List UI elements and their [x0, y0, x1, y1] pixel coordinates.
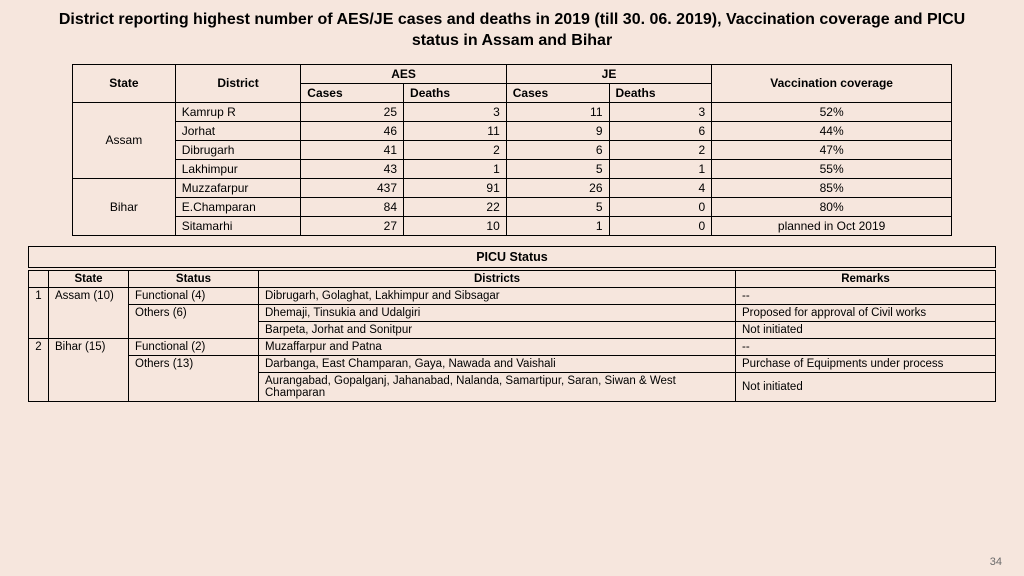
vacc-cell: 55% [712, 159, 952, 178]
page-title: District reporting highest number of AES… [28, 10, 996, 52]
table-row: Bihar Muzzafarpur 437 91 26 4 85% [73, 178, 952, 197]
remarks-cell: -- [736, 287, 996, 304]
je-cases: 9 [506, 121, 609, 140]
vacc-cell: 47% [712, 140, 952, 159]
state-cell: Assam [73, 102, 176, 178]
col-index [29, 270, 49, 287]
table-row: Others (13) Darbanga, East Champaran, Ga… [29, 355, 996, 372]
je-deaths: 0 [609, 197, 712, 216]
table-row: E.Champaran 84 22 5 0 80% [73, 197, 952, 216]
idx-cell: 1 [29, 287, 49, 338]
col-state: State [73, 64, 176, 102]
aes-deaths: 22 [404, 197, 507, 216]
district-cell: Jorhat [175, 121, 301, 140]
remarks-cell: Proposed for approval of Civil works [736, 304, 996, 321]
vacc-cell: 80% [712, 197, 952, 216]
table-row: 1 Assam (10) Functional (4) Dibrugarh, G… [29, 287, 996, 304]
col-je-deaths: Deaths [609, 83, 712, 102]
status-cell: Functional (4) [129, 287, 259, 304]
table-row: Assam Kamrup R 25 3 11 3 52% [73, 102, 952, 121]
status-cell: Functional (2) [129, 338, 259, 355]
col-aes-cases: Cases [301, 83, 404, 102]
idx-cell: 2 [29, 338, 49, 401]
table-row: Lakhimpur 43 1 5 1 55% [73, 159, 952, 178]
districts-cell: Dibrugarh, Golaghat, Lakhimpur and Sibsa… [259, 287, 736, 304]
aes-deaths: 91 [404, 178, 507, 197]
state-cell: Bihar (15) [49, 338, 129, 401]
table-row: 2 Bihar (15) Functional (2) Muzaffarpur … [29, 338, 996, 355]
col-vaccination: Vaccination coverage [712, 64, 952, 102]
aes-cases: 25 [301, 102, 404, 121]
remarks-cell: Not initiated [736, 372, 996, 401]
col-aes-deaths: Deaths [404, 83, 507, 102]
table-row: Others (6) Dhemaji, Tinsukia and Udalgir… [29, 304, 996, 321]
col-je-cases: Cases [506, 83, 609, 102]
aes-deaths: 2 [404, 140, 507, 159]
je-deaths: 0 [609, 216, 712, 235]
districts-cell: Barpeta, Jorhat and Sonitpur [259, 321, 736, 338]
aes-cases: 43 [301, 159, 404, 178]
colgroup-je: JE [506, 64, 711, 83]
vacc-cell: 85% [712, 178, 952, 197]
je-deaths: 3 [609, 102, 712, 121]
districts-cell: Darbanga, East Champaran, Gaya, Nawada a… [259, 355, 736, 372]
colgroup-aes: AES [301, 64, 506, 83]
aes-cases: 437 [301, 178, 404, 197]
vacc-cell: 52% [712, 102, 952, 121]
je-deaths: 4 [609, 178, 712, 197]
aes-cases: 41 [301, 140, 404, 159]
table-row: Sitamarhi 27 10 1 0 planned in Oct 2019 [73, 216, 952, 235]
col-district: District [175, 64, 301, 102]
state-cell: Bihar [73, 178, 176, 235]
picu-table: State Status Districts Remarks 1 Assam (… [28, 270, 996, 402]
aes-deaths: 11 [404, 121, 507, 140]
districts-cell: Muzaffarpur and Patna [259, 338, 736, 355]
aes-cases: 27 [301, 216, 404, 235]
je-cases: 5 [506, 197, 609, 216]
districts-cell: Aurangabad, Gopalganj, Jahanabad, Naland… [259, 372, 736, 401]
je-deaths: 1 [609, 159, 712, 178]
je-cases: 26 [506, 178, 609, 197]
district-cell: Lakhimpur [175, 159, 301, 178]
vacc-cell: 44% [712, 121, 952, 140]
col-status: Status [129, 270, 259, 287]
status-cell: Others (6) [129, 304, 259, 338]
page-number: 34 [990, 556, 1002, 568]
je-cases: 5 [506, 159, 609, 178]
picu-status-header: PICU Status [28, 246, 996, 268]
table-row: Jorhat 46 11 9 6 44% [73, 121, 952, 140]
state-cell: Assam (10) [49, 287, 129, 338]
district-cell: Muzzafarpur [175, 178, 301, 197]
table-row: Dibrugarh 41 2 6 2 47% [73, 140, 952, 159]
district-cell: Dibrugarh [175, 140, 301, 159]
district-cell: Kamrup R [175, 102, 301, 121]
aes-deaths: 1 [404, 159, 507, 178]
aes-deaths: 3 [404, 102, 507, 121]
je-deaths: 6 [609, 121, 712, 140]
status-cell: Others (13) [129, 355, 259, 401]
remarks-cell: Not initiated [736, 321, 996, 338]
district-cell: Sitamarhi [175, 216, 301, 235]
je-cases: 1 [506, 216, 609, 235]
aes-deaths: 10 [404, 216, 507, 235]
aes-cases: 46 [301, 121, 404, 140]
vacc-cell: planned in Oct 2019 [712, 216, 952, 235]
aes-cases: 84 [301, 197, 404, 216]
col-state2: State [49, 270, 129, 287]
col-remarks: Remarks [736, 270, 996, 287]
je-cases: 11 [506, 102, 609, 121]
je-cases: 6 [506, 140, 609, 159]
remarks-cell: -- [736, 338, 996, 355]
districts-cell: Dhemaji, Tinsukia and Udalgiri [259, 304, 736, 321]
aes-je-table: State District AES JE Vaccination covera… [72, 64, 952, 236]
district-cell: E.Champaran [175, 197, 301, 216]
remarks-cell: Purchase of Equipments under process [736, 355, 996, 372]
col-districts: Districts [259, 270, 736, 287]
je-deaths: 2 [609, 140, 712, 159]
